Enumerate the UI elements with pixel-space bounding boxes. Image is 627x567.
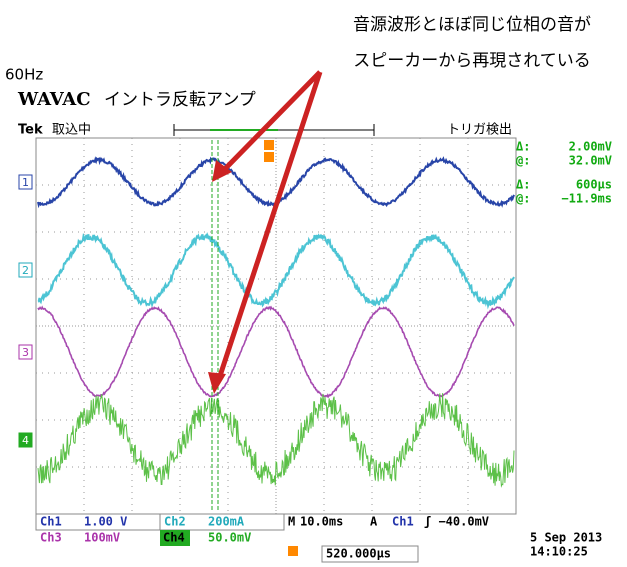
readout-key: Δ: <box>516 140 530 154</box>
channel-label: 2 <box>22 264 29 277</box>
footer: Ch1 1.00 V Ch2 200mA Ch3 100mV Ch4 50.0m… <box>36 514 602 562</box>
label: 50.0mV <box>208 531 251 545</box>
readout-key: Δ: <box>516 178 530 192</box>
trigger-marker <box>264 140 274 150</box>
trigger-marker <box>264 152 274 162</box>
label: Ch3 <box>40 531 62 545</box>
readouts: Δ: 2.00mV @: 32.0mV Δ: 600µs @: −11.9ms <box>516 140 612 206</box>
readout-value: −11.9ms <box>561 192 612 206</box>
label: 520.000µs <box>326 547 391 561</box>
readout-key: @: <box>516 154 530 168</box>
status: 取込中 <box>52 123 91 138</box>
date: 5 Sep 2013 <box>530 531 602 545</box>
label: Ch1 <box>392 515 414 529</box>
readout-value: 32.0mV <box>569 154 612 168</box>
label: 100mV <box>84 531 120 545</box>
label: 1.00 V <box>84 515 127 529</box>
frequency: 60Hz <box>5 66 43 84</box>
channel-markers: 1 2 3 4 <box>19 175 32 447</box>
annotation: 音源波形とほぼ同じ位相の音が <box>353 15 591 35</box>
label: Ch2 <box>164 515 186 529</box>
screen: 音源波形とほぼ同じ位相の音が スピーカーから再現されている 60Hz WAVAC… <box>0 0 627 563</box>
label: Ch1 <box>40 515 62 529</box>
label: Ch4 <box>163 531 185 545</box>
channel-label: 4 <box>22 434 29 447</box>
readout-value: 2.00mV <box>569 140 612 154</box>
label: 10.0ms <box>300 515 343 529</box>
label: A <box>370 515 378 529</box>
time: 14:10:25 <box>530 545 588 559</box>
tek-logo: Tek <box>18 123 43 138</box>
label: ʃ −40.0mV <box>424 515 489 529</box>
annotation: スピーカーから再現されている <box>353 51 591 71</box>
readout-value: 600µs <box>576 178 612 192</box>
brand: WAVAC <box>17 89 91 110</box>
trigger-status: トリガ検出 <box>447 123 512 138</box>
body: {"annotation": {"line1": "音源波形とほぼ同じ位相の音が… <box>0 0 627 563</box>
label: M <box>288 515 295 529</box>
page: body { margin: 0; width: 627px; height: … <box>0 0 627 563</box>
subtitle: イントラ反転アンプ <box>104 90 256 110</box>
readout-key: @: <box>516 192 530 206</box>
marker <box>288 546 298 556</box>
channel-label: 3 <box>22 346 29 359</box>
channel-label: 1 <box>22 176 29 189</box>
label: 200mA <box>208 515 245 529</box>
